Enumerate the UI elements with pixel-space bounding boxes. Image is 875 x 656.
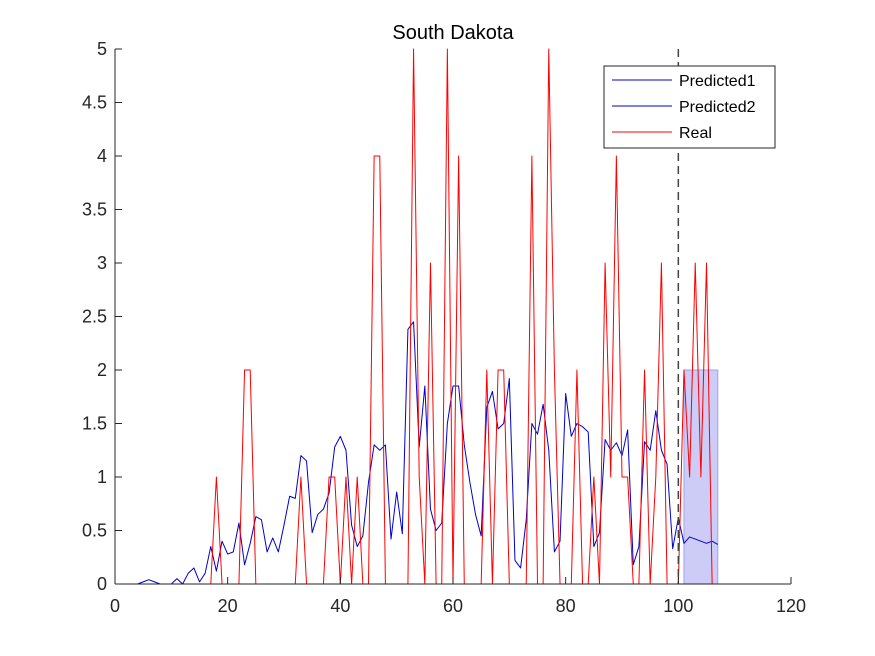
- y-tick-label: 0.5: [82, 521, 107, 541]
- y-tick-label: 3.5: [82, 200, 107, 220]
- y-tick-label: 2.5: [82, 307, 107, 327]
- legend-label-real: Real: [679, 125, 712, 142]
- legend-label-predicted2: Predicted2: [679, 99, 756, 116]
- legend-label-predicted1: Predicted1: [679, 73, 756, 90]
- y-tick-label: 4: [97, 146, 107, 166]
- y-tick-label: 1.5: [82, 414, 107, 434]
- y-tick-label: 2: [97, 360, 107, 380]
- x-tick-label: 0: [110, 596, 120, 616]
- chart-title: South Dakota: [392, 22, 514, 44]
- x-tick-label: 20: [218, 596, 238, 616]
- legend: Predicted1 Predicted2 Real: [603, 65, 776, 149]
- x-tick-label: 100: [663, 596, 693, 616]
- x-tick-label: 120: [776, 596, 806, 616]
- series-line-predicted1: [120, 321, 679, 585]
- y-tick-label: 1: [97, 467, 107, 487]
- y-tick-label: 5: [97, 39, 107, 59]
- x-tick-label: 60: [443, 596, 463, 616]
- y-tick-label: 0: [97, 574, 107, 594]
- series-line-real: [120, 48, 718, 585]
- y-tick-label: 3: [97, 253, 107, 273]
- x-tick-label: 80: [556, 596, 576, 616]
- x-tick-label: 40: [330, 596, 350, 616]
- axes: 0 20 40 60 80 100 120 0 0.5 1 1.5 2 2.5 3 3.5 4 4.5 5: [82, 39, 806, 616]
- y-tick-label: 4.5: [82, 93, 107, 113]
- series-lines: [120, 48, 719, 585]
